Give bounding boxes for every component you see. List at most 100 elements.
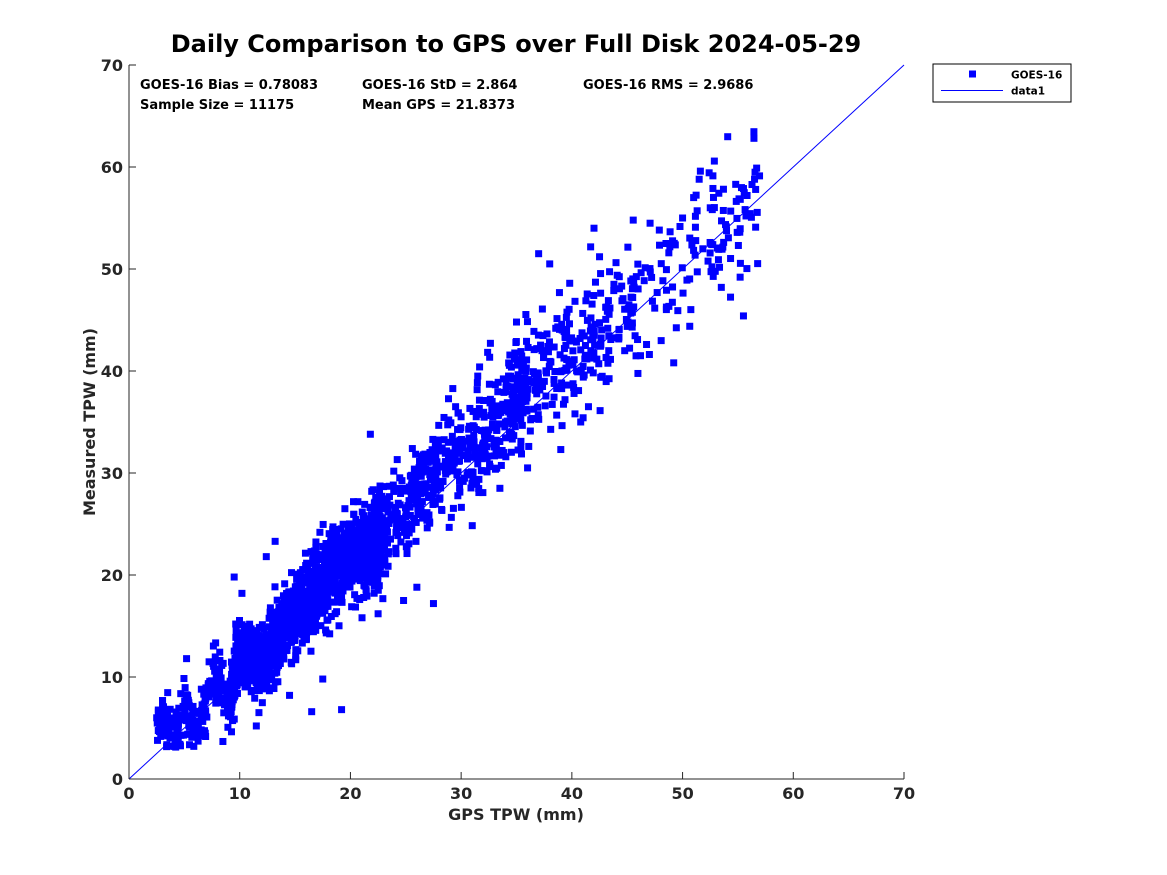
data-point xyxy=(505,399,513,407)
data-point xyxy=(370,582,378,590)
data-point xyxy=(198,732,206,740)
data-point xyxy=(465,422,473,430)
data-point xyxy=(284,608,292,616)
data-point xyxy=(296,569,304,577)
data-point xyxy=(349,562,357,570)
data-point xyxy=(301,549,309,557)
data-point xyxy=(281,596,289,604)
data-point xyxy=(690,246,698,254)
data-point xyxy=(718,217,726,225)
data-point xyxy=(309,567,317,575)
data-point xyxy=(249,643,257,651)
data-point xyxy=(524,385,532,393)
data-point xyxy=(476,363,484,371)
data-point xyxy=(290,607,298,615)
data-point xyxy=(338,539,346,547)
data-point xyxy=(554,323,562,331)
legend-box xyxy=(932,63,1072,103)
data-point xyxy=(742,212,750,220)
data-point xyxy=(273,596,281,604)
data-point xyxy=(274,632,282,640)
data-point xyxy=(255,634,263,642)
data-point xyxy=(260,642,268,650)
data-point xyxy=(291,627,299,635)
data-point xyxy=(424,458,432,466)
data-point xyxy=(291,593,299,601)
data-point xyxy=(550,393,558,401)
data-point xyxy=(302,562,310,570)
data-point xyxy=(704,257,712,265)
data-point xyxy=(751,175,759,183)
data-point xyxy=(514,446,522,454)
data-point xyxy=(486,353,494,361)
data-point xyxy=(526,377,534,385)
data-point xyxy=(412,473,420,481)
data-point xyxy=(596,319,604,327)
data-point xyxy=(665,249,673,257)
data-point xyxy=(547,358,555,366)
data-point xyxy=(463,471,471,479)
data-point xyxy=(662,303,670,311)
data-point xyxy=(324,580,332,588)
data-point xyxy=(497,461,505,469)
data-point xyxy=(510,375,518,383)
data-point xyxy=(475,489,483,497)
data-point xyxy=(253,629,261,637)
data-point xyxy=(282,628,290,636)
data-point xyxy=(356,596,364,604)
data-point xyxy=(436,494,444,502)
data-point xyxy=(488,405,496,413)
data-point xyxy=(350,510,358,518)
data-point xyxy=(454,457,462,465)
data-point xyxy=(548,400,556,408)
data-point xyxy=(291,632,299,640)
y-tick-label: 10 xyxy=(101,668,123,687)
data-point xyxy=(448,432,456,440)
data-point xyxy=(216,667,224,675)
data-point xyxy=(440,436,448,444)
data-point xyxy=(750,134,758,142)
data-point xyxy=(727,293,735,301)
data-point xyxy=(696,167,704,175)
data1-line xyxy=(128,64,905,780)
data-point xyxy=(317,622,325,630)
data-point xyxy=(581,342,589,350)
data-point xyxy=(506,428,514,436)
data-point xyxy=(281,647,289,655)
data-point xyxy=(260,655,268,663)
data-point xyxy=(280,655,288,663)
data-point xyxy=(330,546,338,554)
data-point xyxy=(211,653,219,661)
y-tick-label: 40 xyxy=(101,362,123,381)
data-point xyxy=(406,511,414,519)
data-point xyxy=(590,224,598,232)
data-point xyxy=(503,382,511,390)
data-point xyxy=(507,448,515,456)
data-point xyxy=(598,372,606,380)
data-point xyxy=(595,360,603,368)
data-point xyxy=(337,571,345,579)
data-point xyxy=(422,465,430,473)
data-point xyxy=(474,460,482,468)
data-point xyxy=(690,194,698,202)
data-point xyxy=(372,493,380,501)
data-point xyxy=(557,446,565,454)
data-point xyxy=(691,212,699,220)
data-point xyxy=(249,671,256,679)
y-tick-label: 60 xyxy=(101,158,123,177)
data-point xyxy=(370,589,378,597)
data-point xyxy=(348,543,356,551)
data-point xyxy=(499,375,507,383)
data-point xyxy=(571,410,579,418)
data-point xyxy=(346,583,354,591)
data-point xyxy=(367,571,375,579)
data-point xyxy=(187,716,195,724)
data-point xyxy=(495,420,503,428)
data-point xyxy=(657,260,665,268)
data-point xyxy=(288,660,296,668)
data-point xyxy=(385,482,393,490)
data-point xyxy=(194,724,202,732)
data-point xyxy=(389,481,397,489)
data-point xyxy=(268,639,276,647)
data-point xyxy=(534,411,542,419)
